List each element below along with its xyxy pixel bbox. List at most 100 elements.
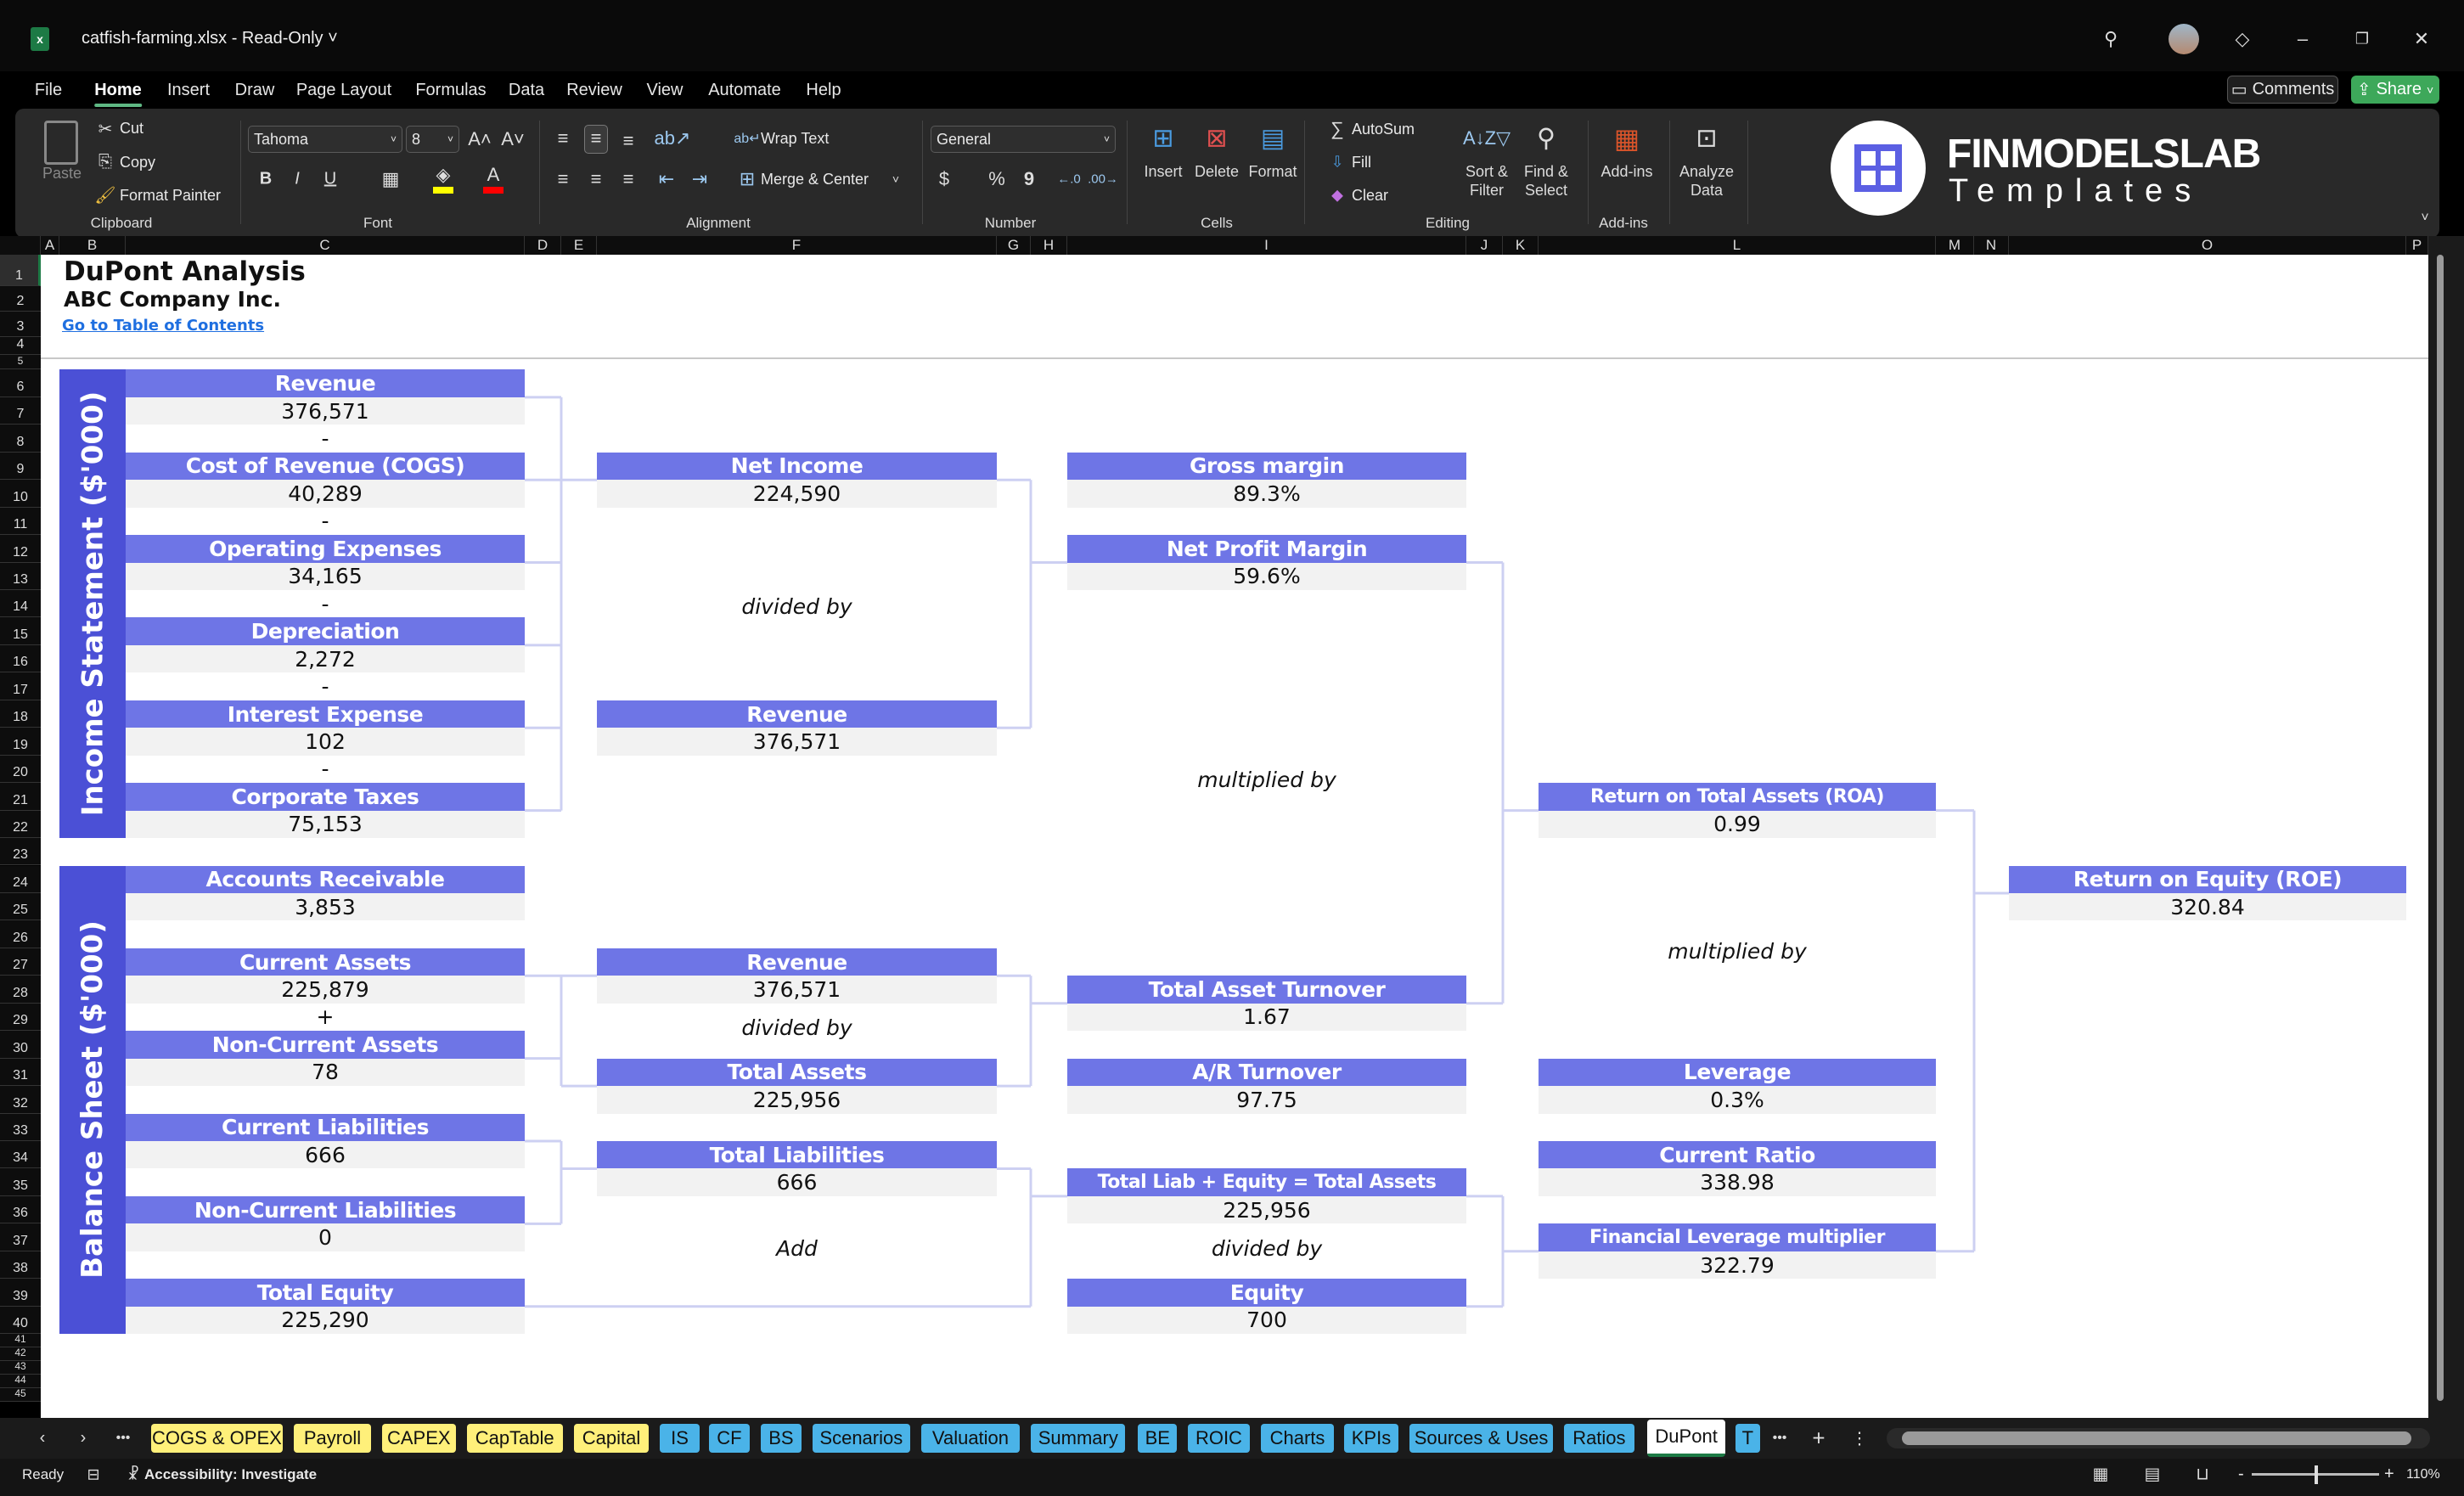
sheet-tab-capital[interactable]: Capital xyxy=(573,1424,650,1453)
row-header[interactable]: 6 xyxy=(0,369,41,397)
row-header[interactable]: 19 xyxy=(0,728,41,756)
column-header[interactable]: P xyxy=(2406,236,2428,255)
flm-header[interactable]: Financial Leverage multiplier xyxy=(1539,1223,1936,1251)
collapse-ribbon-icon[interactable]: ˅ xyxy=(2421,211,2429,225)
row-header[interactable]: 30 xyxy=(0,1031,41,1059)
underline-button[interactable]: U xyxy=(323,169,337,188)
menu-view[interactable]: View xyxy=(646,81,684,99)
column-header[interactable]: K xyxy=(1503,236,1539,255)
cut-button[interactable]: Cut xyxy=(120,120,144,137)
row-header[interactable]: 18 xyxy=(0,700,41,728)
column-header[interactable]: M xyxy=(1936,236,1974,255)
cl-header[interactable]: Current Liabilities xyxy=(126,1113,525,1141)
row-header[interactable]: 24 xyxy=(0,865,41,893)
gm-header[interactable]: Gross margin xyxy=(1067,452,1466,481)
format-painter-button[interactable]: Format Painter xyxy=(120,187,222,204)
font-size-select[interactable]: 8 ˅ xyxy=(406,126,459,153)
zoom-level[interactable]: 110% xyxy=(2406,1467,2440,1482)
paste-icon[interactable] xyxy=(44,121,78,165)
sheet-tab-charts[interactable]: Charts xyxy=(1260,1424,1335,1453)
avatar[interactable] xyxy=(2169,24,2199,54)
copy-button[interactable]: Copy xyxy=(120,154,156,171)
roe-value[interactable]: 320.84 xyxy=(2009,892,2406,921)
accessibility-icon[interactable]: ☧ xyxy=(127,1465,140,1483)
row-header[interactable]: 23 xyxy=(0,838,41,866)
row-header[interactable]: 45 xyxy=(0,1387,41,1402)
sheet-tab-roic[interactable]: ROIC xyxy=(1188,1424,1250,1453)
accessibility-status[interactable]: Accessibility: Investigate xyxy=(144,1466,318,1482)
chevron-down-icon[interactable]: ˅ xyxy=(892,172,900,186)
row-header[interactable]: 31 xyxy=(0,1058,41,1087)
align-middle-button[interactable] xyxy=(584,125,608,154)
paste-button[interactable]: Paste xyxy=(42,165,82,182)
column-header[interactable]: L xyxy=(1539,236,1936,255)
ca-header[interactable]: Current Assets xyxy=(126,948,525,976)
row-header[interactable]: 3 xyxy=(0,312,41,337)
roa-header[interactable]: Return on Total Assets (ROA) xyxy=(1539,783,1936,811)
row-header[interactable]: 34 xyxy=(0,1141,41,1169)
tl-header[interactable]: Total Liabilities xyxy=(597,1141,997,1169)
row-header[interactable]: 20 xyxy=(0,755,41,784)
lev-header[interactable]: Leverage xyxy=(1539,1058,1936,1087)
row-header[interactable]: 39 xyxy=(0,1279,41,1307)
menu-insert[interactable]: Insert xyxy=(166,81,211,99)
eq-header[interactable]: Equity xyxy=(1067,1279,1466,1307)
ar-header[interactable]: Accounts Receivable xyxy=(126,865,525,893)
gm-value[interactable]: 89.3% xyxy=(1067,480,1466,508)
row-header[interactable]: 28 xyxy=(0,976,41,1004)
ni-value[interactable]: 224,590 xyxy=(597,480,997,508)
row-header[interactable]: 1 xyxy=(0,255,41,286)
row-header[interactable]: 14 xyxy=(0,590,41,618)
align-bottom-icon[interactable]: ≡ xyxy=(622,130,634,151)
nca-header[interactable]: Non-Current Assets xyxy=(126,1031,525,1059)
window-title[interactable]: catfish-farming.xlsx - Read-Only ˅ xyxy=(82,29,338,48)
align-center-icon[interactable]: ≡ xyxy=(590,168,602,189)
column-header[interactable]: H xyxy=(1031,236,1067,255)
restore-icon[interactable]: ❐ xyxy=(2354,30,2370,48)
increase-decimal-icon[interactable]: ←.0 xyxy=(1057,172,1081,187)
cl-value[interactable]: 666 xyxy=(126,1141,525,1169)
sheet-tab-ratios[interactable]: Ratios xyxy=(1563,1424,1635,1453)
interest-header[interactable]: Interest Expense xyxy=(126,700,525,728)
nca-value[interactable]: 78 xyxy=(126,1058,525,1087)
cogs-value[interactable]: 40,289 xyxy=(126,480,525,508)
column-header[interactable]: G xyxy=(997,236,1031,255)
fill-button[interactable]: Fill xyxy=(1352,154,1371,171)
row-header[interactable]: 27 xyxy=(0,948,41,976)
column-header[interactable]: J xyxy=(1466,236,1503,255)
row-header[interactable]: 5 xyxy=(0,355,41,369)
dep-header[interactable]: Depreciation xyxy=(126,617,525,645)
normal-view-icon[interactable]: ▦ xyxy=(2092,1465,2109,1484)
row-header[interactable]: 44 xyxy=(0,1374,41,1388)
ca-value[interactable]: 225,879 xyxy=(126,976,525,1004)
column-header[interactable]: N xyxy=(1974,236,2009,255)
ni-header[interactable]: Net Income xyxy=(597,452,997,481)
zoom-in-button[interactable]: + xyxy=(2384,1465,2394,1483)
increase-indent-icon[interactable]: ⇥ xyxy=(691,168,708,189)
npm-header[interactable]: Net Profit Margin xyxy=(1067,535,1466,563)
row-header[interactable]: 4 xyxy=(0,337,41,355)
sheet-tab-scenarios[interactable]: Scenarios xyxy=(812,1424,910,1453)
row-header[interactable]: 42 xyxy=(0,1347,41,1361)
sheet-tab-dupont[interactable]: DuPont xyxy=(1646,1420,1726,1457)
row-header[interactable]: 26 xyxy=(0,920,41,948)
delete-button[interactable]: Delete xyxy=(1194,163,1240,180)
add-sheet-icon[interactable]: + xyxy=(1812,1425,1825,1451)
sheet-tab-valuation[interactable]: Valuation xyxy=(920,1424,1021,1453)
art-header[interactable]: A/R Turnover xyxy=(1067,1058,1466,1087)
roa-value[interactable]: 0.99 xyxy=(1539,810,1936,839)
row-header[interactable]: 41 xyxy=(0,1333,41,1347)
row-header[interactable]: 16 xyxy=(0,644,41,673)
row-header[interactable]: 29 xyxy=(0,1003,41,1032)
diamond-icon[interactable]: ◇ xyxy=(2235,28,2250,49)
italic-button[interactable]: I xyxy=(295,169,300,188)
minimize-icon[interactable]: – xyxy=(2297,28,2309,49)
ta-header[interactable]: Total Assets xyxy=(597,1058,997,1087)
column-header[interactable]: E xyxy=(561,236,597,255)
column-header[interactable]: A xyxy=(41,236,59,255)
row-header[interactable]: 38 xyxy=(0,1251,41,1279)
column-header[interactable]: F xyxy=(597,236,997,255)
tat-header[interactable]: Total Asset Turnover xyxy=(1067,976,1466,1004)
roe-header[interactable]: Return on Equity (ROE) xyxy=(2009,865,2406,893)
tat-value[interactable]: 1.67 xyxy=(1067,1003,1466,1032)
